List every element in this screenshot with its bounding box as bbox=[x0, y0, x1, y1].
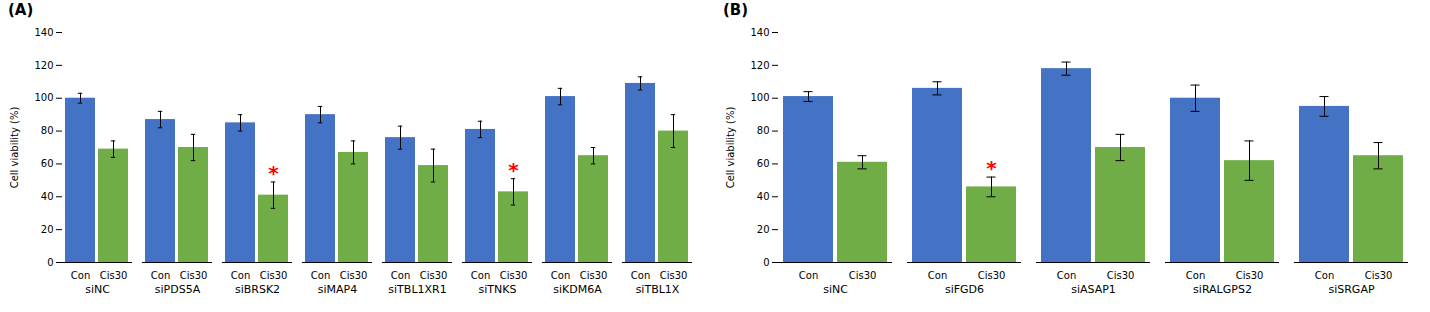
svg-text:100: 100 bbox=[750, 92, 769, 103]
svg-text:Cell viability (%): Cell viability (%) bbox=[9, 107, 20, 189]
svg-text:40: 40 bbox=[41, 191, 54, 202]
svg-text:Con: Con bbox=[151, 270, 170, 281]
svg-text:Cis30: Cis30 bbox=[660, 270, 688, 281]
svg-text:siBRSK2: siBRSK2 bbox=[235, 283, 280, 296]
svg-text:Cis30: Cis30 bbox=[978, 270, 1006, 281]
svg-text:Cis30: Cis30 bbox=[1107, 270, 1135, 281]
svg-text:Con: Con bbox=[71, 270, 90, 281]
svg-text:siTBL1X: siTBL1X bbox=[636, 283, 680, 296]
svg-text:siNC: siNC bbox=[823, 283, 848, 296]
svg-text:*: * bbox=[986, 156, 997, 180]
svg-text:Cis30: Cis30 bbox=[580, 270, 608, 281]
svg-text:Con: Con bbox=[391, 270, 410, 281]
svg-text:140: 140 bbox=[750, 27, 769, 38]
svg-text:Con: Con bbox=[311, 270, 330, 281]
svg-text:Cis30: Cis30 bbox=[500, 270, 528, 281]
svg-text:0: 0 bbox=[47, 257, 53, 268]
svg-text:120: 120 bbox=[34, 60, 53, 71]
svg-text:Cell viability (%): Cell viability (%) bbox=[725, 107, 736, 189]
svg-text:siASAP1: siASAP1 bbox=[1071, 283, 1116, 296]
svg-text:80: 80 bbox=[41, 125, 54, 136]
svg-text:siFGD6: siFGD6 bbox=[945, 283, 984, 296]
svg-text:Cis30: Cis30 bbox=[1365, 270, 1393, 281]
svg-text:Con: Con bbox=[799, 270, 818, 281]
svg-text:*: * bbox=[268, 161, 279, 185]
svg-text:siPDS5A: siPDS5A bbox=[155, 283, 201, 296]
svg-text:Cis30: Cis30 bbox=[420, 270, 448, 281]
svg-text:120: 120 bbox=[750, 60, 769, 71]
svg-text:140: 140 bbox=[34, 27, 53, 38]
svg-text:Con: Con bbox=[1315, 270, 1334, 281]
svg-text:siNC: siNC bbox=[85, 283, 110, 296]
svg-text:100: 100 bbox=[34, 92, 53, 103]
svg-text:siTNKS: siTNKS bbox=[479, 283, 517, 296]
html-text:(B): (B) bbox=[723, 1, 749, 19]
svg-text:*: * bbox=[508, 158, 519, 182]
svg-text:Con: Con bbox=[471, 270, 490, 281]
html-text:(A): (A) bbox=[8, 1, 34, 19]
svg-text:Con: Con bbox=[1186, 270, 1205, 281]
svg-text:Con: Con bbox=[631, 270, 650, 281]
svg-text:60: 60 bbox=[757, 158, 770, 169]
svg-text:siSRGAP: siSRGAP bbox=[1328, 283, 1374, 296]
svg-text:Cis30: Cis30 bbox=[1236, 270, 1264, 281]
svg-text:Con: Con bbox=[1057, 270, 1076, 281]
svg-text:80: 80 bbox=[757, 125, 770, 136]
svg-text:siMAP4: siMAP4 bbox=[318, 283, 357, 296]
svg-text:60: 60 bbox=[41, 158, 54, 169]
svg-text:siRALGPS2: siRALGPS2 bbox=[1193, 283, 1252, 296]
svg-text:Cis30: Cis30 bbox=[100, 270, 128, 281]
svg-text:20: 20 bbox=[757, 224, 770, 235]
svg-text:siKDM6A: siKDM6A bbox=[553, 283, 602, 296]
svg-text:40: 40 bbox=[757, 191, 770, 202]
svg-text:Cis30: Cis30 bbox=[849, 270, 877, 281]
svg-text:Con: Con bbox=[231, 270, 250, 281]
svg-text:Cis30: Cis30 bbox=[340, 270, 368, 281]
svg-text:Con: Con bbox=[928, 270, 947, 281]
svg-text:Con: Con bbox=[551, 270, 570, 281]
svg-text:20: 20 bbox=[41, 224, 54, 235]
svg-text:Cis30: Cis30 bbox=[180, 270, 208, 281]
svg-text:0: 0 bbox=[763, 257, 769, 268]
svg-text:Cis30: Cis30 bbox=[260, 270, 288, 281]
svg-text:siTBL1XR1: siTBL1XR1 bbox=[388, 283, 446, 296]
